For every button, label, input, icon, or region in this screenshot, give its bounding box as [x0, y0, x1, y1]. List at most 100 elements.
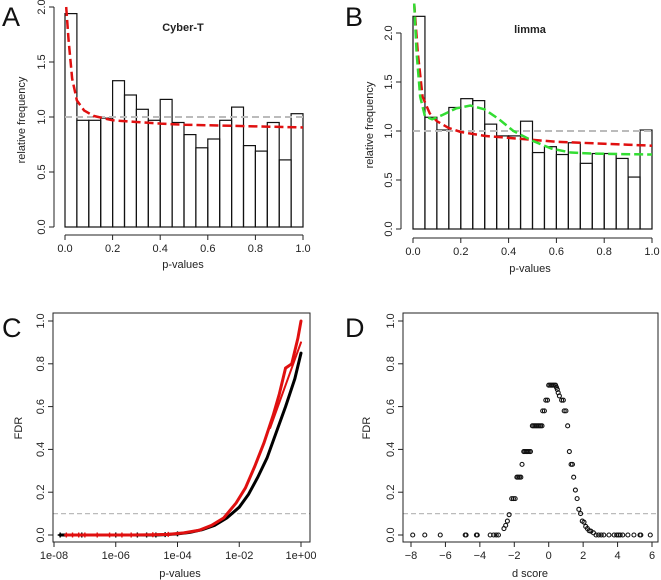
red-point	[150, 532, 156, 538]
black-point	[57, 532, 63, 538]
y-tick-label: 1.5	[383, 74, 395, 89]
data-point	[543, 397, 549, 403]
x-tick-label: 0.0	[57, 243, 72, 255]
y-axis-label: relative frequency	[16, 76, 28, 163]
data-point	[581, 519, 587, 525]
y-tick-label: 1.0	[35, 313, 47, 328]
data-point	[638, 532, 644, 538]
y-tick-label: 0.0	[383, 221, 395, 236]
data-point	[463, 532, 469, 538]
y-axis-label: relative frequency	[364, 81, 376, 168]
y-tick-label: 0.0	[36, 219, 48, 234]
y-tick-label: 0.4	[35, 442, 47, 457]
histogram-bar	[147, 119, 161, 228]
x-tick-label: 0.8	[597, 246, 612, 258]
data-point	[620, 532, 626, 538]
histogram-bar	[111, 80, 126, 228]
histogram-bar	[627, 176, 641, 230]
x-tick-label: 0.4	[501, 246, 516, 258]
y-tick-label: 0.2	[35, 485, 47, 500]
fit-green-curve	[412, 3, 653, 156]
x-tick-label: 1.0	[295, 243, 310, 255]
x-tick-label: 0.6	[549, 246, 564, 258]
histogram-bar	[567, 142, 581, 230]
red-point	[165, 531, 171, 537]
histogram-bar	[88, 119, 102, 228]
histogram-bar	[460, 98, 474, 230]
y-tick-label: 1.0	[36, 109, 48, 124]
red-point	[82, 532, 88, 538]
data-point	[593, 532, 599, 538]
fit-red-curve	[64, 6, 304, 129]
y-tick-label: 1.0	[383, 123, 395, 138]
y-tick-label: 0.2	[385, 485, 397, 500]
y-tick-label: 0.0	[385, 527, 397, 542]
x-tick-label: 6	[649, 550, 655, 562]
red-point	[70, 532, 76, 538]
y-axis-label: FDR	[361, 417, 373, 440]
data-point	[560, 397, 566, 403]
data-point	[541, 408, 547, 414]
y-tick-label: 0.4	[385, 442, 397, 457]
x-tick-label: 1e-04	[163, 550, 191, 562]
x-tick-label: 1e-08	[40, 550, 68, 562]
panel-letter-A: A	[2, 2, 20, 32]
data-point	[569, 461, 576, 467]
data-point	[510, 496, 516, 502]
y-tick-label: 0.5	[36, 164, 48, 179]
panel-letter-C: C	[2, 313, 22, 343]
x-axis-label: p-values	[159, 568, 201, 580]
panel-title: Cyber-T	[162, 22, 204, 34]
data-point	[614, 532, 620, 538]
histogram-bar	[615, 157, 629, 230]
histogram-bar	[290, 113, 304, 228]
x-tick-label: 2	[580, 550, 586, 562]
histogram-bar	[76, 119, 90, 228]
data-point	[631, 532, 637, 538]
y-tick-label: 0.5	[383, 172, 395, 187]
histogram-bar	[579, 162, 593, 230]
data-point	[518, 474, 524, 480]
histogram-bar	[436, 129, 450, 230]
x-tick-label: 0.6	[200, 243, 215, 255]
x-tick-label: 1e-02	[225, 550, 253, 562]
x-tick-label: 0	[546, 550, 552, 562]
data-point	[606, 532, 612, 538]
x-tick-label: 0.8	[248, 243, 263, 255]
histogram-bar	[496, 135, 510, 230]
red-point	[107, 532, 113, 538]
histogram-bar	[123, 94, 137, 228]
x-tick-label: 0.2	[105, 243, 120, 255]
x-tick-label: 1e-06	[102, 550, 130, 562]
histogram-bar	[555, 153, 569, 230]
x-tick-label: −8	[405, 550, 418, 562]
y-tick-label: 0.8	[35, 356, 47, 371]
data-point	[559, 397, 565, 403]
x-tick-label: 1.0	[644, 246, 659, 258]
y-tick-label: 1.0	[385, 313, 397, 328]
histogram-bar	[591, 152, 605, 230]
data-point	[544, 397, 551, 403]
histogram-bar	[171, 121, 185, 228]
data-point	[540, 408, 546, 414]
histogram-bar	[135, 108, 149, 228]
data-point	[410, 532, 416, 538]
data-point	[601, 532, 607, 538]
x-tick-label: −6	[439, 550, 452, 562]
histogram-bar	[448, 106, 462, 230]
histogram-bar	[278, 159, 292, 228]
data-point	[512, 496, 518, 502]
histogram-bar	[508, 135, 522, 230]
red-point	[128, 532, 134, 538]
histogram-bar	[207, 138, 221, 228]
histogram-bar	[484, 123, 498, 230]
histogram-bar	[603, 152, 617, 230]
y-tick-label: 2.0	[383, 25, 395, 40]
histogram-bar	[183, 134, 197, 228]
y-tick-label: 0.8	[385, 356, 397, 371]
data-point	[487, 532, 493, 538]
plot-frame	[52, 312, 311, 543]
data-point	[491, 532, 497, 538]
x-tick-label: 0.4	[153, 243, 168, 255]
data-point	[554, 386, 560, 393]
